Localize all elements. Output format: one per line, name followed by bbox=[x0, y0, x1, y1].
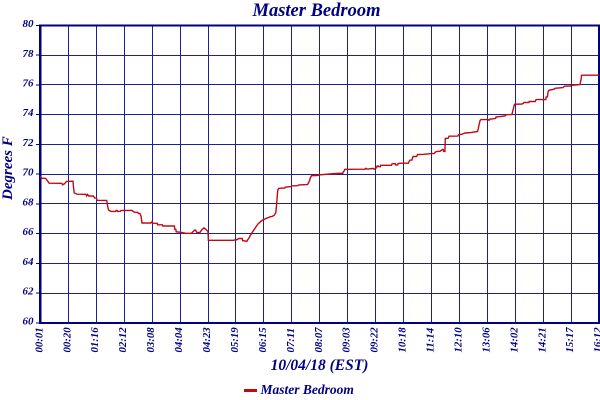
svg-text:14:02: 14:02 bbox=[508, 327, 520, 353]
svg-text:13:06: 13:06 bbox=[480, 327, 492, 353]
svg-text:64: 64 bbox=[23, 256, 35, 268]
svg-text:04:23: 04:23 bbox=[201, 327, 213, 353]
svg-text:10:18: 10:18 bbox=[397, 327, 409, 353]
svg-text:68: 68 bbox=[23, 196, 35, 208]
svg-text:Master Bedroom: Master Bedroom bbox=[260, 382, 354, 397]
svg-text:01:16: 01:16 bbox=[89, 327, 101, 353]
svg-text:10/04/18 (EST): 10/04/18 (EST) bbox=[271, 357, 369, 374]
svg-text:62: 62 bbox=[23, 286, 35, 298]
svg-text:76: 76 bbox=[23, 78, 35, 90]
svg-text:72: 72 bbox=[23, 137, 35, 149]
svg-text:03:08: 03:08 bbox=[145, 327, 157, 353]
svg-text:14:21: 14:21 bbox=[536, 327, 548, 352]
svg-text:12:10: 12:10 bbox=[453, 327, 465, 353]
svg-text:15:17: 15:17 bbox=[564, 327, 576, 353]
svg-text:74: 74 bbox=[23, 107, 35, 119]
svg-text:16:12: 16:12 bbox=[592, 327, 600, 353]
svg-text:09:22: 09:22 bbox=[369, 327, 381, 353]
svg-text:05:19: 05:19 bbox=[229, 327, 241, 353]
svg-text:80: 80 bbox=[23, 18, 35, 30]
svg-text:06:15: 06:15 bbox=[257, 327, 269, 353]
svg-text:11:14: 11:14 bbox=[425, 327, 437, 352]
svg-text:00:20: 00:20 bbox=[61, 327, 73, 353]
svg-text:Master Bedroom: Master Bedroom bbox=[252, 1, 381, 21]
svg-text:66: 66 bbox=[23, 226, 35, 238]
svg-text:09:03: 09:03 bbox=[341, 327, 353, 353]
svg-text:08:07: 08:07 bbox=[313, 327, 325, 353]
svg-text:70: 70 bbox=[23, 167, 35, 179]
svg-text:07:11: 07:11 bbox=[285, 328, 297, 353]
svg-text:Degrees F: Degrees F bbox=[0, 136, 16, 201]
svg-text:00:01: 00:01 bbox=[33, 327, 45, 352]
svg-text:60: 60 bbox=[23, 315, 35, 327]
svg-text:04:04: 04:04 bbox=[173, 327, 185, 353]
svg-text:02:12: 02:12 bbox=[117, 327, 129, 353]
svg-text:78: 78 bbox=[23, 48, 35, 60]
